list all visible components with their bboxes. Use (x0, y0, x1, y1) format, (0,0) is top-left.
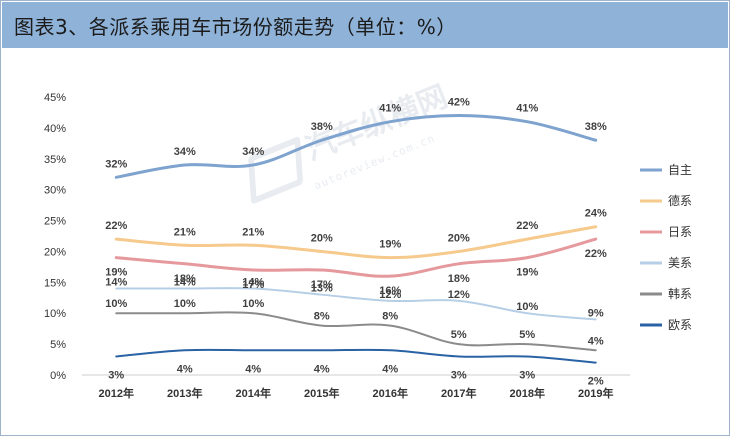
data-label-美系: 13% (311, 283, 333, 295)
data-label-韩系: 5% (451, 329, 467, 341)
data-label-美系: 14% (242, 277, 264, 289)
x-tick-label: 2015年 (304, 386, 339, 400)
data-label-韩系: 4% (588, 335, 604, 347)
data-label-韩系: 5% (519, 329, 535, 341)
data-label-自主: 42% (448, 97, 470, 109)
data-label-韩系: 8% (382, 311, 398, 323)
data-label-日系: 18% (174, 273, 196, 285)
legend-item-日系: 日系 (640, 225, 692, 239)
series-line-美系 (115, 287, 597, 321)
y-tick-label: 10% (44, 308, 66, 320)
data-label-德系: 22% (105, 220, 127, 232)
data-label-韩系: 8% (314, 311, 330, 323)
data-label-欧系: 4% (177, 363, 193, 375)
data-label-韩系: 10% (242, 298, 264, 310)
data-label-自主: 41% (516, 103, 538, 115)
data-label-韩系: 10% (105, 298, 127, 310)
series-line-韩系 (115, 311, 597, 352)
data-label-德系: 21% (242, 226, 264, 238)
legend-label: 韩系 (668, 286, 692, 301)
legend-item-德系: 德系 (640, 193, 692, 208)
data-label-欧系: 4% (382, 363, 398, 375)
x-tick-label: 2019年 (578, 386, 613, 400)
y-tick-label: 35% (44, 154, 66, 166)
data-label-德系: 21% (174, 226, 196, 238)
legend-label: 德系 (668, 193, 692, 208)
x-tick-label: 2017年 (441, 386, 476, 400)
y-tick-label: 40% (44, 123, 66, 135)
data-label-欧系: 2% (588, 376, 604, 388)
data-label-德系: 20% (448, 232, 470, 244)
legend-label: 日系 (668, 225, 692, 239)
x-axis: 2012年 2013年 2014年 2015年 2016年 2017年 2018年 2019年 (82, 374, 630, 400)
data-label-美系: 12% (448, 289, 470, 301)
data-label-日系: 17% (242, 279, 264, 291)
data-label-德系: 19% (379, 239, 401, 251)
y-tick-label: 5% (50, 339, 66, 351)
data-label-日系: 18% (448, 273, 470, 285)
data-label-欧系: 3% (519, 369, 535, 381)
data-label-德系: 20% (311, 232, 333, 244)
data-label-日系: 16% (379, 285, 401, 297)
data-label-日系: 17% (311, 279, 333, 291)
y-tick-label: 20% (44, 246, 66, 258)
data-label-自主: 34% (174, 146, 196, 158)
series-data-labels: 32% 34% 34% 38% 41% 42% 41% 38% 22% 21% 21% 20% 19% 2… (105, 97, 607, 388)
legend-item-自主: 自主 (640, 163, 692, 177)
data-label-美系: 9% (588, 307, 604, 319)
data-label-德系: 24% (585, 208, 607, 220)
data-label-美系: 10% (516, 301, 538, 313)
data-label-欧系: 4% (314, 363, 330, 375)
data-label-欧系: 4% (245, 363, 261, 375)
legend-label: 欧系 (668, 318, 692, 332)
y-tick-label: 15% (44, 277, 66, 289)
series-line-日系 (114, 237, 598, 278)
y-tick-label: 45% (44, 92, 66, 104)
x-tick-label: 2013年 (167, 386, 202, 400)
data-label-自主: 41% (379, 103, 401, 115)
data-label-日系: 19% (105, 267, 127, 279)
data-label-美系: 14% (105, 277, 127, 289)
y-tick-label: 0% (50, 370, 66, 382)
data-label-欧系: 3% (108, 369, 124, 381)
legend-item-韩系: 韩系 (640, 286, 692, 301)
data-label-自主: 34% (242, 146, 264, 158)
y-tick-label: 25% (44, 216, 66, 228)
data-label-欧系: 3% (451, 369, 467, 381)
data-label-自主: 32% (105, 158, 127, 170)
data-label-自主: 38% (311, 121, 333, 133)
legend-label: 自主 (668, 163, 692, 177)
data-label-自主: 38% (585, 121, 607, 133)
title-bar: 图表3、各派系乘用车市场份额走势（单位：%） (2, 2, 728, 48)
data-label-美系: 14% (174, 277, 196, 289)
x-tick-label: 2014年 (236, 386, 271, 400)
series-line-德系 (114, 225, 598, 260)
data-label-德系: 22% (516, 220, 538, 232)
y-tick-label: 30% (44, 185, 66, 197)
chart-title: 图表3、各派系乘用车市场份额走势（单位：%） (14, 15, 457, 39)
series-lines (114, 114, 598, 364)
x-tick-label: 2018年 (510, 386, 545, 400)
legend-item-欧系: 欧系 (640, 318, 692, 332)
x-tick-label: 2016年 (373, 386, 408, 400)
legend-label: 美系 (668, 256, 692, 270)
legend-item-美系: 美系 (640, 256, 692, 270)
x-tick-label: 2012年 (99, 386, 134, 400)
series-line-自主 (114, 114, 598, 179)
data-label-日系: 19% (516, 267, 538, 279)
data-label-美系: 12% (379, 289, 401, 301)
y-axis: 0% 5% 10% 15% 20% 25% 30% 35% 40% 45% (44, 92, 66, 382)
series-line-欧系 (115, 348, 597, 364)
data-label-日系: 22% (585, 248, 607, 260)
data-label-韩系: 10% (174, 298, 196, 310)
